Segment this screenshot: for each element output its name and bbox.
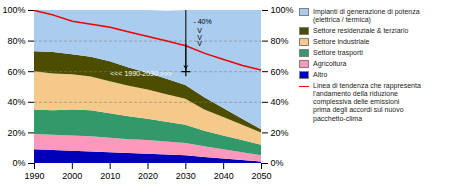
svg-text:40%: 40% (271, 97, 289, 107)
html-text:Impianti di generazione di pot: Impianti di generazione di potenza (elet… (313, 8, 420, 23)
svg-text:80%: 80% (7, 36, 25, 46)
html-text:Agricoltura: Agricoltura (313, 60, 347, 68)
html-text:Altro: Altro (313, 71, 328, 79)
svg-text:V: V (197, 33, 202, 41)
svg-text:<<< 1990-2030 >>>: <<< 1990-2030 >>> (110, 70, 172, 77)
svg-text:2020: 2020 (138, 171, 158, 181)
svg-text:2010: 2010 (100, 171, 120, 181)
svg-text:2030: 2030 (176, 171, 196, 181)
svg-text:1990: 1990 (24, 171, 44, 181)
svg-text:20%: 20% (271, 128, 289, 138)
svg-text:0%: 0% (271, 158, 284, 168)
svg-text:60%: 60% (271, 67, 289, 77)
html-text:Linea di tendenza che rapprese: Linea di tendenza che rappresenta l'anda… (313, 82, 421, 122)
html-text:Settore residenziale & terziar: Settore residenziale & terziario (313, 27, 409, 35)
svg-text:- 40%: - 40% (193, 18, 211, 25)
svg-text:2040: 2040 (214, 171, 234, 181)
svg-text:20%: 20% (7, 128, 25, 138)
svg-text:0%: 0% (12, 158, 25, 168)
svg-text:V: V (197, 27, 202, 35)
svg-text:100%: 100% (271, 5, 294, 15)
html-text:Settore industriale: Settore industriale (313, 38, 370, 46)
svg-text:2000: 2000 (62, 171, 82, 181)
html-text:Settore trasporti: Settore trasporti (313, 49, 363, 57)
svg-text:2050: 2050 (251, 171, 271, 181)
svg-text:80%: 80% (271, 36, 289, 46)
svg-text:100%: 100% (2, 5, 25, 15)
svg-text:60%: 60% (7, 67, 25, 77)
svg-text:40%: 40% (7, 97, 25, 107)
svg-text:V: V (197, 40, 202, 47)
